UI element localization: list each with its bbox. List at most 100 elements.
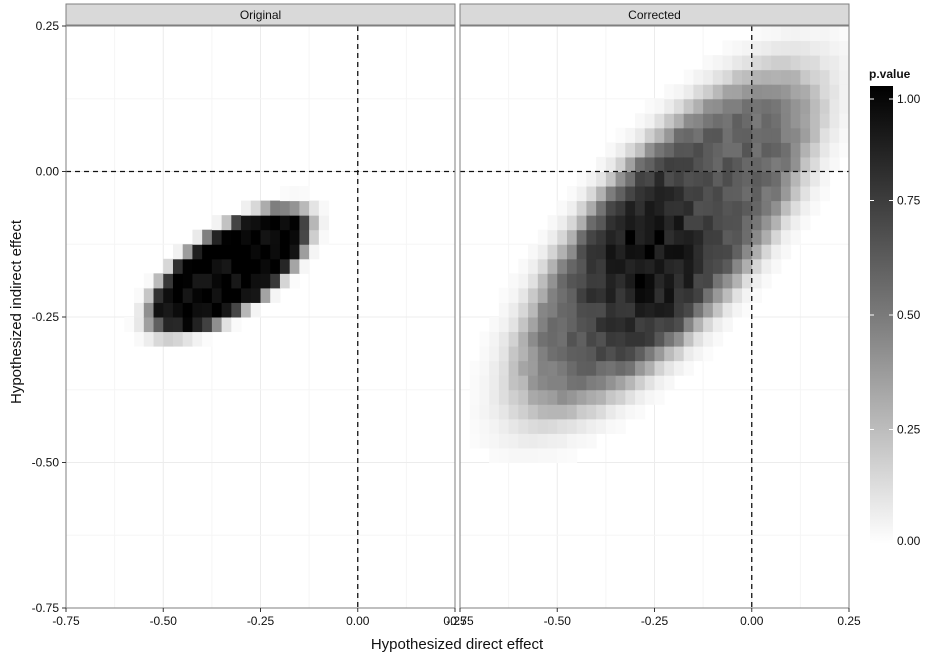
heatmap-cell	[211, 317, 223, 333]
heatmap-cell	[508, 404, 519, 420]
heatmap-cell	[673, 127, 685, 143]
heatmap-cell	[654, 258, 665, 274]
heatmap-cell	[712, 127, 724, 143]
heatmap-cell	[518, 302, 529, 318]
heatmap-cell	[644, 302, 655, 318]
heatmap-cell	[712, 273, 724, 289]
heatmap-cell	[309, 200, 320, 216]
heatmap-cell	[586, 287, 597, 303]
heatmap-cell	[279, 186, 291, 202]
heatmap-cell	[664, 84, 675, 100]
heatmap-cell	[635, 375, 646, 391]
heatmap-cell	[761, 186, 772, 202]
y-tick-label: -0.25	[32, 310, 60, 324]
heatmap-cell	[576, 215, 587, 231]
heatmap-cell	[143, 331, 155, 347]
heatmap-cell	[683, 98, 694, 114]
heatmap-cell	[635, 229, 646, 245]
heatmap-cell	[586, 244, 597, 260]
heatmap-cell	[654, 244, 665, 260]
heatmap-cell	[780, 40, 792, 56]
x-tick-label: -0.75	[446, 614, 474, 628]
heatmap-cell	[683, 113, 694, 129]
heatmap-cell	[664, 200, 675, 216]
heatmap-cell	[489, 404, 500, 420]
heatmap-cell	[761, 200, 772, 216]
heatmap-cell	[557, 331, 568, 347]
heatmap-cell	[703, 186, 714, 202]
heatmap-cell	[673, 113, 685, 129]
heatmap-cell	[221, 317, 232, 333]
heatmap-cell	[231, 258, 242, 274]
heatmap-cell	[537, 258, 549, 274]
heatmap-cell	[751, 244, 762, 260]
heatmap-cell	[693, 98, 704, 114]
heatmap-cell	[489, 418, 500, 434]
heatmap-cell	[819, 127, 831, 143]
heatmap-cell	[309, 229, 320, 245]
heatmap-cell	[192, 317, 203, 333]
heatmap-cell	[250, 244, 261, 260]
heatmap-cell	[683, 302, 694, 318]
heatmap-cell	[771, 156, 782, 172]
heatmap-cell	[576, 287, 587, 303]
heatmap-cell	[742, 302, 753, 318]
heatmap-cell	[508, 433, 519, 449]
heatmap-cell	[800, 26, 811, 42]
heatmap-cell	[547, 287, 558, 303]
heatmap-cell	[790, 229, 801, 245]
heatmap-cell	[625, 171, 636, 187]
heatmap-cell	[172, 331, 184, 347]
heatmap-cell	[790, 113, 801, 129]
heatmap-cell	[722, 69, 733, 85]
heatmap-cell	[498, 418, 510, 434]
heatmap-cell	[241, 244, 252, 260]
heatmap-cell	[211, 215, 223, 231]
heatmap-cell	[771, 215, 782, 231]
heatmap-cell	[761, 142, 772, 158]
heatmap-cell	[605, 389, 617, 405]
heatmap-cell	[800, 40, 811, 56]
heatmap-cell	[250, 273, 261, 289]
heatmap-cell	[810, 127, 821, 143]
heatmap-cell	[270, 258, 281, 274]
heatmap-cell	[810, 142, 821, 158]
heatmap-cell	[644, 258, 655, 274]
heatmap-cell	[751, 287, 762, 303]
heatmap-cell	[654, 229, 665, 245]
heatmap-cell	[241, 273, 252, 289]
heatmap-cell	[192, 273, 203, 289]
heatmap-cell	[615, 331, 626, 347]
heatmap-cell	[635, 404, 646, 420]
heatmap-cell	[839, 69, 850, 85]
heatmap-cell	[732, 273, 743, 289]
heatmap-cell	[673, 186, 685, 202]
heatmap-cell	[644, 331, 655, 347]
heatmap-cell	[800, 200, 811, 216]
heatmap-cell	[780, 186, 792, 202]
heatmap-cell	[742, 156, 753, 172]
heatmap-cell	[528, 404, 539, 420]
heatmap-cell	[586, 331, 597, 347]
heatmap-cell	[810, 171, 821, 187]
heatmap-cell	[124, 317, 135, 333]
heatmap-cell	[810, 200, 821, 216]
heatmap-cell	[518, 404, 529, 420]
heatmap-cell	[654, 200, 665, 216]
heatmap-cell	[819, 171, 831, 187]
heatmap-cell	[839, 84, 850, 100]
heatmap-cell	[819, 98, 831, 114]
heatmap-cell	[528, 244, 539, 260]
heatmap-cell	[605, 346, 617, 362]
heatmap-cell	[489, 433, 500, 449]
heatmap-cell	[566, 360, 578, 376]
heatmap-cell	[693, 346, 704, 362]
heatmap-cell	[780, 156, 792, 172]
heatmap-cell	[654, 171, 665, 187]
heatmap-cell	[664, 244, 675, 260]
heatmap-cell	[790, 215, 801, 231]
heatmap-cell	[664, 142, 675, 158]
legend-ticks: 0.00 0.25 0.50 0.75 1.00	[870, 92, 921, 548]
heatmap-cell	[703, 142, 714, 158]
